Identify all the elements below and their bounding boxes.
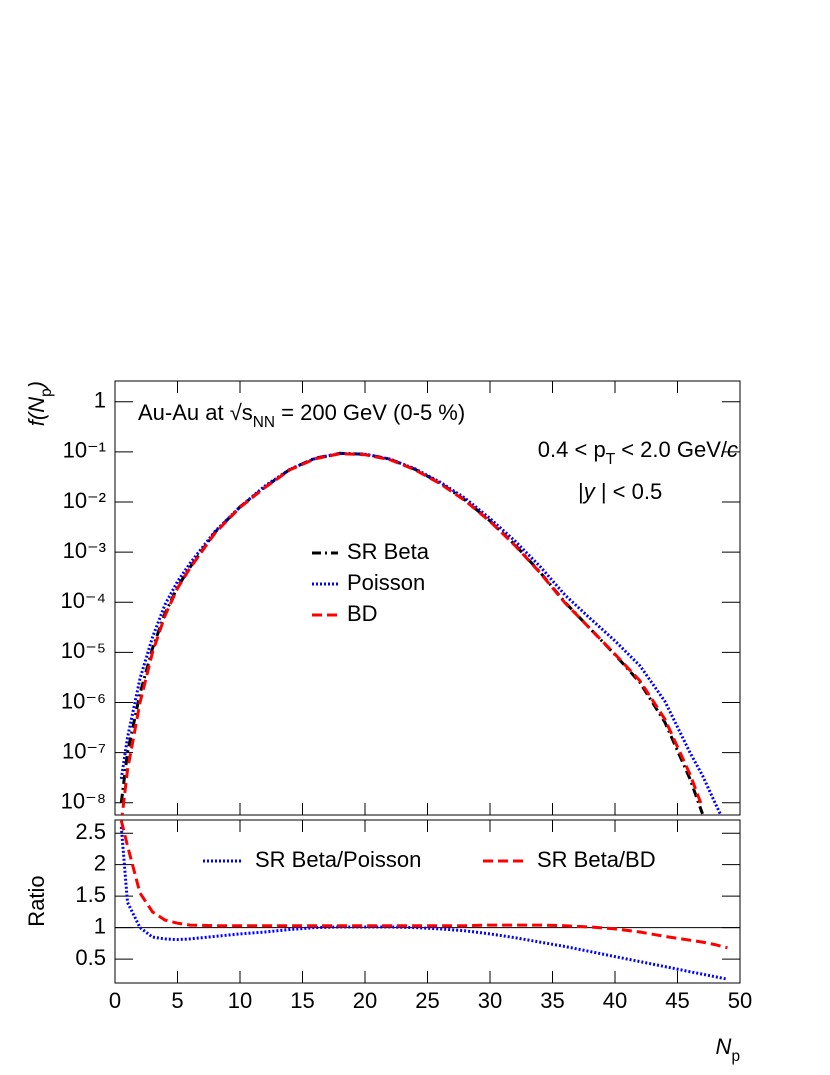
annotation: |y | < 0.5	[578, 479, 662, 504]
text-part: |	[578, 479, 584, 504]
text-part: | < 0.5	[595, 479, 662, 504]
series-group	[119, 451, 723, 815]
y-tick-label: 1.5	[75, 882, 106, 907]
annotation: 0.4 < pT < 2.0 GeV/c	[538, 437, 738, 468]
y-axis-label: Ratio	[24, 875, 49, 926]
text-part: NN	[253, 414, 275, 431]
series-line	[119, 451, 723, 815]
x-tick-label: 0	[109, 988, 121, 1013]
text-part: y	[582, 479, 597, 504]
y-tick-label: 10⁻³	[63, 538, 106, 563]
y-tick-label: 10⁻⁸	[61, 789, 106, 814]
x-tick-label: 30	[478, 988, 502, 1013]
text-part: c	[727, 437, 738, 462]
legend-label: SR Beta/Poisson	[255, 847, 421, 872]
series-line	[119, 451, 704, 815]
text-part: f(N	[24, 397, 49, 426]
y-tick-label: 2	[94, 850, 106, 875]
y-tick-label: 10⁻⁵	[61, 638, 106, 663]
legend-label: SR Beta/BD	[537, 847, 656, 872]
x-tick-label: 10	[228, 988, 252, 1013]
series-line	[120, 452, 704, 815]
legend-label: SR Beta	[347, 539, 430, 564]
text-part: = 200 GeV (0-5 %)	[275, 400, 465, 425]
y-tick-label: 2.5	[75, 819, 106, 844]
text-part: )	[24, 381, 49, 391]
y-tick-label: 1	[94, 913, 106, 938]
y-tick-label: 10⁻⁷	[62, 738, 106, 763]
annotation: Au-Au at √sNN = 200 GeV (0-5 %)	[138, 400, 465, 431]
y-tick-label: 0.5	[75, 945, 106, 970]
x-tick-label: 20	[353, 988, 377, 1013]
x-tick-label: 15	[290, 988, 314, 1013]
y-axis-label: f(Np)	[24, 381, 55, 426]
x-tick-label: 5	[171, 988, 183, 1013]
plot-frame	[114, 819, 741, 984]
series-line	[119, 820, 728, 950]
text-part: N	[716, 1034, 732, 1059]
legend-label: BD	[347, 601, 378, 626]
legend-label: Poisson	[347, 570, 425, 595]
text-part: p	[731, 1048, 740, 1065]
y-tick-label: 10⁻²	[63, 488, 106, 513]
text-part: Au-Au at √s	[138, 400, 253, 425]
text-part: 0.4 < p	[538, 437, 606, 462]
series-group	[119, 820, 728, 981]
x-tick-label: 50	[728, 988, 752, 1013]
text-part: p	[38, 388, 55, 397]
y-tick-label: 1	[94, 388, 106, 413]
text-part: T	[606, 451, 616, 468]
y-tick-label: 10⁻¹	[63, 438, 106, 463]
x-tick-label: 45	[665, 988, 689, 1013]
y-tick-label: 10⁻⁶	[61, 688, 106, 713]
x-axis-label: Np	[716, 1034, 740, 1065]
x-tick-label: 40	[603, 988, 627, 1013]
y-tick-label: 10⁻⁴	[60, 588, 106, 613]
text-part: < 2.0 GeV/	[615, 437, 728, 462]
x-tick-label: 25	[415, 988, 439, 1013]
x-tick-label: 35	[540, 988, 564, 1013]
